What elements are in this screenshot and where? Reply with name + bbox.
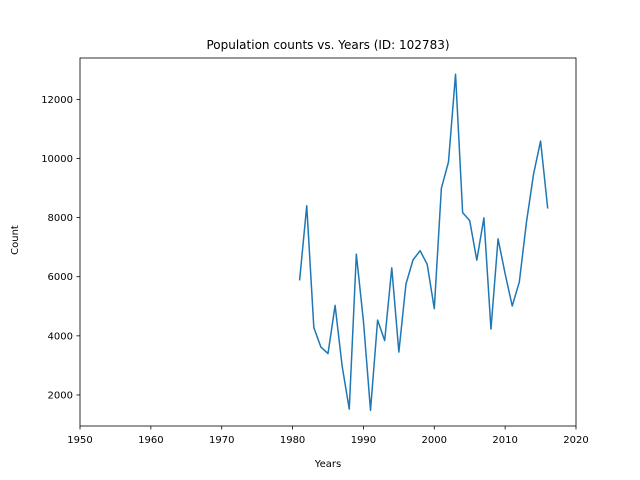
x-axis-label: Years	[314, 459, 341, 470]
x-tick-label: 2000	[422, 435, 447, 446]
y-tick-label: 12000	[41, 95, 73, 106]
y-tick-label: 4000	[48, 331, 73, 342]
y-tick-label: 2000	[48, 390, 73, 401]
chart-title: Population counts vs. Years (ID: 102783)	[206, 38, 449, 52]
y-axis-label: Count	[10, 225, 21, 255]
plot-frame	[79, 57, 577, 427]
y-tick-label: 6000	[48, 272, 73, 283]
x-tick-label: 2010	[492, 435, 517, 446]
plot-area: 1950 1960 1970 1980 1990 2000 2010 2020 2000 4000…	[41, 57, 589, 446]
y-tick-label: 10000	[41, 154, 73, 165]
y-tick-label: 8000	[48, 213, 73, 224]
x-tick-label: 1960	[138, 435, 163, 446]
x-tick-label: 1980	[280, 435, 305, 446]
x-tick-label: 1970	[209, 435, 234, 446]
x-tick-label: 2020	[563, 435, 588, 446]
series-line-0	[298, 73, 549, 412]
x-tick-label: 1990	[351, 435, 376, 446]
x-tick-label: 1950	[67, 435, 92, 446]
